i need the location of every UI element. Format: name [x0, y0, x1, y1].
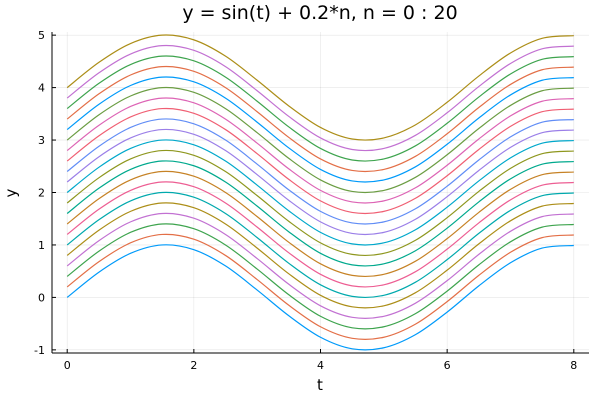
series-line-16 [66, 76, 574, 183]
x-tick-label: 4 [317, 359, 324, 372]
series-line-14 [66, 97, 574, 204]
series-line-8 [66, 160, 574, 267]
series-line-13 [66, 107, 574, 215]
x-tick-label: 6 [444, 359, 451, 372]
x-tick-label: 8 [570, 359, 577, 372]
series-line-12 [66, 118, 574, 225]
series-line-18 [66, 55, 574, 162]
series-line-11 [66, 128, 574, 236]
y-tick-label: 0 [38, 291, 45, 304]
series-line-19 [66, 44, 574, 152]
series-group [66, 34, 574, 351]
series-line-15 [66, 86, 574, 194]
series-line-0 [66, 244, 574, 351]
series-line-6 [66, 181, 574, 288]
y-tick-label: 2 [38, 187, 45, 200]
series-line-7 [66, 170, 574, 278]
series-line-4 [66, 202, 574, 309]
x-tick-label: 2 [190, 359, 197, 372]
x-tick-label: 0 [64, 359, 71, 372]
y-tick-label: 3 [38, 134, 45, 147]
y-tick-label: 5 [38, 29, 45, 42]
series-line-20 [66, 34, 574, 141]
series-line-10 [66, 139, 574, 246]
x-axis-label: t [317, 376, 323, 394]
y-tick-label: -1 [34, 344, 45, 357]
grid [52, 32, 589, 353]
series-line-2 [66, 223, 574, 330]
y-tick-label: 1 [38, 239, 45, 252]
series-line-17 [66, 65, 574, 173]
series-line-5 [66, 191, 574, 299]
y-tick-label: 4 [38, 82, 45, 95]
series-line-3 [66, 212, 574, 319]
series-line-9 [66, 149, 574, 257]
y-axis-label: y [2, 188, 20, 197]
chart-title: y = sin(t) + 0.2*n, n = 0 : 20 [182, 2, 457, 24]
series-line-1 [66, 233, 574, 340]
axes: 0 2 4 6 8 -1 0 1 2 3 4 5 [34, 29, 589, 372]
